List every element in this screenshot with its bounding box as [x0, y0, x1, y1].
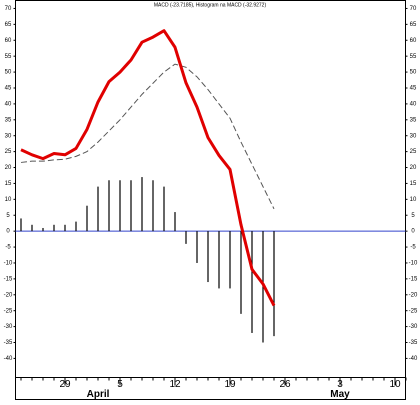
y-tick-label: -35: [4, 340, 13, 346]
y-tick-label-right: 20: [410, 165, 417, 171]
y-tick-label-right: -5: [410, 245, 416, 251]
y-tick-label: 30: [5, 133, 12, 139]
y-tick-label-right: 25: [410, 149, 417, 155]
y-tick-label-right: 30: [410, 133, 417, 139]
macd-line: [20, 29, 276, 307]
y-tick-label: 20: [5, 165, 12, 171]
y-tick-label-right: -30: [409, 324, 418, 330]
y-tick-label: 15: [5, 181, 12, 187]
y-tick-label-right: 45: [410, 86, 417, 92]
y-tick-label-right: 5: [411, 213, 415, 219]
month-label: April: [87, 389, 110, 400]
y-tick-label: -20: [4, 292, 13, 298]
x-tick-label: 26: [279, 379, 291, 390]
x-tick-label: 10: [389, 379, 401, 390]
y-tick-label: 45: [5, 86, 12, 92]
signal-line: [20, 63, 275, 210]
y-tick-label: -10: [4, 261, 13, 267]
y-tick-label-right: 60: [410, 38, 417, 44]
y-tick-label-right: -20: [409, 292, 418, 298]
y-tick-label: 5: [6, 213, 10, 219]
y-tick-label: 70: [5, 6, 12, 12]
y-tick-label: -5: [5, 245, 11, 251]
y-tick-label-right: -10: [409, 261, 418, 267]
y-tick-label-right: 10: [410, 197, 417, 203]
y-tick-label-right: -25: [409, 308, 418, 314]
y-tick-label: 65: [5, 22, 12, 28]
y-tick-label-right: 35: [410, 117, 417, 123]
y-tick-label-right: 40: [410, 101, 417, 107]
y-tick-label: -30: [4, 324, 13, 330]
y-tick-label: 50: [5, 70, 12, 76]
x-tick-label: 3: [337, 379, 343, 390]
y-tick-label-right: 70: [410, 6, 417, 12]
y-tick-label: 0: [6, 229, 10, 235]
y-tick-label: -25: [4, 308, 13, 314]
y-tick-label: -40: [4, 356, 13, 362]
y-tick-label-right: 15: [410, 181, 417, 187]
y-tick-label: -15: [4, 276, 13, 282]
y-tick-label-right: -35: [409, 340, 418, 346]
y-tick-label-right: 65: [410, 22, 417, 28]
chart-title: MACD (-23.7185), Histogram na MACD (-32.…: [154, 2, 267, 8]
x-tick-label: 12: [169, 379, 181, 390]
y-tick-label: 55: [5, 54, 12, 60]
y-tick-label-right: 0: [411, 229, 415, 235]
y-tick-label: 35: [5, 117, 12, 123]
y-tick-label: 25: [5, 149, 12, 155]
y-tick-label: 60: [5, 38, 12, 44]
x-tick-label: 5: [117, 379, 123, 390]
x-tick-label: 29: [59, 379, 71, 390]
x-tick-label: 19: [224, 379, 236, 390]
y-tick-label-right: 55: [410, 54, 417, 60]
y-tick-label-right: -40: [409, 356, 418, 362]
month-label: May: [330, 389, 350, 400]
y-tick-label: 10: [5, 197, 12, 203]
y-tick-label-right: 50: [410, 70, 417, 76]
y-tick-label: 40: [5, 101, 12, 107]
y-tick-label-right: -15: [409, 276, 418, 282]
